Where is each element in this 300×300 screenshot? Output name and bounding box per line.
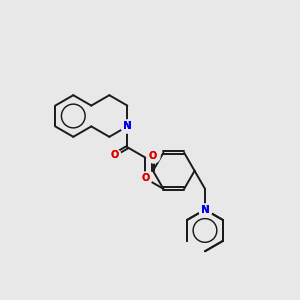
Text: N: N [123,122,132,131]
Text: N: N [201,205,209,214]
Text: N: N [123,122,132,131]
Text: O: O [141,173,149,183]
Text: O: O [141,173,149,183]
Text: O: O [110,150,118,160]
Text: N: N [201,205,209,214]
Text: O: O [149,151,157,161]
Text: N: N [123,122,132,131]
Text: O: O [110,150,118,160]
Text: N: N [201,205,209,214]
Text: O: O [149,151,157,161]
